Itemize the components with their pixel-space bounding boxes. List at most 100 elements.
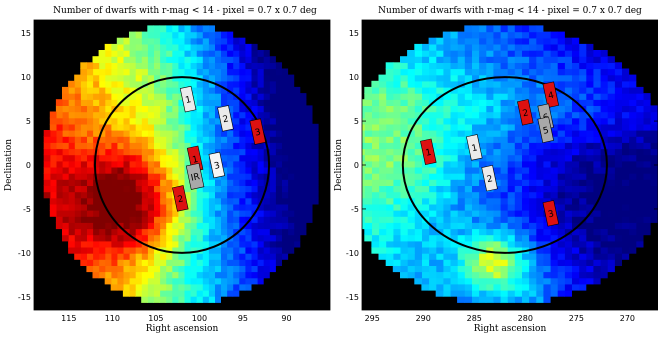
- heatmap-cell: [450, 136, 458, 143]
- heatmap-cell: [299, 203, 307, 211]
- heatmap-cell: [281, 246, 289, 254]
- heatmap-cell: [471, 216, 480, 223]
- heatmap-cell: [183, 130, 191, 137]
- heatmap-cell: [428, 86, 437, 94]
- heatmap-cell: [202, 136, 209, 143]
- heatmap-cell: [621, 173, 630, 180]
- heatmap-cell: [414, 68, 422, 76]
- heatmap-cell: [478, 203, 487, 211]
- heatmap-cell: [86, 68, 94, 76]
- heatmap-cell: [621, 136, 630, 143]
- heatmap-cell: [98, 222, 106, 230]
- heatmap-cell: [196, 86, 203, 94]
- heatmap-cell: [122, 185, 130, 193]
- heatmap-cell: [400, 105, 408, 113]
- heatmap-cell: [450, 80, 458, 88]
- heatmap-cell: [471, 203, 480, 211]
- heatmap-cell: [485, 240, 494, 248]
- heatmap-cell: [92, 222, 100, 230]
- heatmap-cell: [183, 31, 191, 39]
- heatmap-cell: [385, 86, 394, 94]
- heatmap-cell: [238, 86, 246, 94]
- heatmap-cell: [464, 197, 472, 205]
- heatmap-cell: [153, 123, 161, 131]
- heatmap-cell: [471, 228, 480, 236]
- heatmap-cell: [521, 130, 530, 137]
- heatmap-cell: [362, 130, 365, 137]
- heatmap-cell: [607, 210, 615, 217]
- heatmap-cell: [400, 265, 408, 273]
- heatmap-cell: [116, 154, 124, 162]
- heatmap-cell: [116, 253, 124, 260]
- heatmap-cell: [110, 228, 118, 236]
- heatmap-cell: [492, 173, 501, 180]
- right-marker-box: [542, 81, 560, 108]
- heatmap-cell: [507, 31, 515, 39]
- heatmap-cell: [471, 43, 480, 51]
- heatmap-cell: [74, 222, 81, 230]
- heatmap-cell: [514, 117, 522, 125]
- heatmap-cell: [214, 56, 221, 63]
- heatmap-cell: [275, 197, 282, 205]
- heatmap-cell: [514, 50, 522, 57]
- heatmap-cell: [159, 37, 167, 45]
- heatmap-cell: [281, 117, 289, 125]
- heatmap-cell: [244, 93, 252, 100]
- heatmap-cell: [196, 203, 203, 211]
- heatmap-cell: [122, 216, 130, 223]
- heatmap-cell: [171, 50, 179, 57]
- heatmap-cell: [257, 62, 264, 70]
- heatmap-cell: [202, 191, 209, 199]
- heatmap-cell: [457, 271, 465, 279]
- heatmap-cell: [492, 62, 501, 70]
- heatmap-cell: [478, 80, 487, 88]
- heatmap-cell: [226, 130, 234, 137]
- heatmap-cell: [86, 154, 94, 162]
- heatmap-cell: [407, 117, 415, 125]
- heatmap-cell: [628, 191, 637, 199]
- heatmap-cell: [528, 142, 537, 150]
- heatmap-cell: [557, 50, 565, 57]
- heatmap-cell: [226, 179, 234, 186]
- heatmap-cell: [485, 154, 494, 162]
- heatmap-cell: [471, 130, 480, 137]
- heatmap-cell: [226, 37, 234, 45]
- heatmap-cell: [141, 185, 148, 193]
- heatmap-cell: [98, 117, 106, 125]
- heatmap-cell: [514, 37, 522, 45]
- heatmap-cell: [407, 74, 415, 82]
- heatmap-cell: [535, 142, 544, 150]
- left-marker-label: 1: [185, 95, 193, 106]
- heatmap-cell: [407, 203, 415, 211]
- heatmap-cell: [208, 234, 215, 242]
- heatmap-cell: [542, 283, 551, 291]
- heatmap-cell: [442, 74, 451, 82]
- heatmap-cell: [400, 111, 408, 119]
- heatmap-cell: [478, 216, 487, 223]
- heatmap-cell: [414, 154, 422, 162]
- right-marker-box: [517, 99, 534, 126]
- heatmap-cell: [421, 166, 430, 174]
- heatmap-cell: [507, 271, 515, 279]
- heatmap-cell: [564, 166, 572, 174]
- heatmap-cell: [135, 197, 142, 205]
- heatmap-cell: [177, 43, 185, 51]
- heatmap-cell: [238, 228, 246, 236]
- heatmap-cell: [521, 142, 530, 150]
- heatmap-cell: [86, 93, 94, 100]
- heatmap-cell: [592, 271, 601, 279]
- heatmap-cell: [528, 259, 537, 266]
- heatmap-cell: [311, 148, 319, 156]
- heatmap-cell: [442, 228, 451, 236]
- heatmap-cell: [190, 111, 197, 119]
- heatmap-cell: [250, 99, 258, 106]
- heatmap-cell: [68, 148, 75, 156]
- heatmap-cell: [92, 216, 100, 223]
- heatmap-cell: [400, 234, 408, 242]
- heatmap-cell: [464, 222, 472, 230]
- heatmap-cell: [400, 191, 408, 199]
- heatmap-cell: [116, 80, 124, 88]
- heatmap-cell: [263, 210, 270, 217]
- heatmap-cell: [450, 160, 458, 168]
- heatmap-cell: [421, 173, 430, 180]
